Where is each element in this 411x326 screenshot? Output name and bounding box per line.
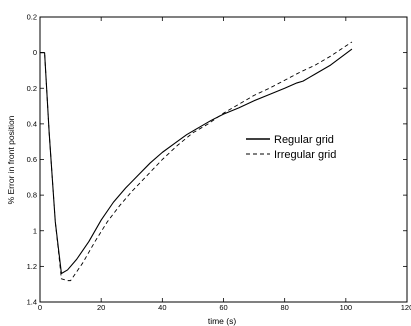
y-tick-label-7: 1.2: [27, 262, 37, 271]
series-lines: [40, 41, 353, 282]
series-line-irregular-grid: [40, 41, 353, 282]
y-tick-label-5: 0.8: [27, 191, 37, 200]
y-tick-label-4: 0.6: [27, 155, 37, 164]
x-tick-label-0: 0: [38, 303, 42, 312]
y-tick-label-2: 0.2: [27, 84, 37, 93]
y-tick-label-3: 0.4: [27, 119, 37, 128]
y-axis-title: % Error in front position: [6, 115, 16, 204]
x-axis-title: time (s): [208, 316, 237, 326]
axis-ticks: [39, 16, 408, 303]
x-tick-label-5: 100: [340, 303, 353, 312]
x-tick-label-3: 60: [219, 303, 227, 312]
series-line-regular-grid: [40, 48, 353, 275]
x-tick-label-2: 40: [158, 303, 166, 312]
y-tick-label-6: 1: [33, 226, 37, 235]
axis-tick-labels: 0 20 40 60 80 100 120 0.2 0 0.2 0.4 0.6 0.8 1 1.2 1.4: [27, 13, 411, 313]
legend: Regular grid Irregular grid: [246, 134, 336, 161]
legend-label-irregular-grid: Irregular grid: [274, 149, 336, 161]
x-tick-label-4: 80: [280, 303, 288, 312]
y-tick-label-1: 0: [33, 48, 37, 57]
x-tick-label-6: 120: [401, 303, 411, 312]
y-tick-label-0: 0.2: [27, 13, 37, 22]
plot-frame: [39, 16, 408, 303]
x-tick-label-1: 20: [97, 303, 105, 312]
y-tick-label-8: 1.4: [27, 298, 37, 307]
legend-label-regular-grid: Regular grid: [274, 134, 334, 146]
